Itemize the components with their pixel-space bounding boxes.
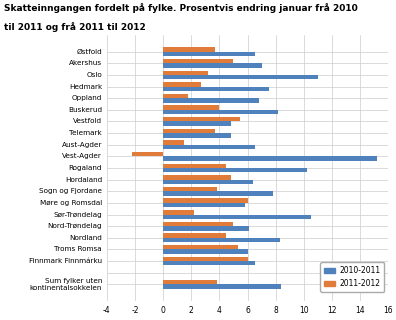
Bar [163,175,230,180]
Bar [163,140,184,145]
Bar [163,145,255,149]
Bar [163,249,248,254]
Bar [163,222,234,226]
Bar [163,47,215,52]
Bar [163,117,240,122]
Bar [163,122,230,126]
Bar [163,52,255,56]
Bar [132,152,163,156]
Bar [163,105,219,110]
Bar [163,198,248,203]
Bar [163,110,278,114]
Bar [163,257,248,261]
Bar [163,63,262,68]
Legend: 2010-2011, 2011-2012: 2010-2011, 2011-2012 [320,262,384,292]
Bar [163,98,259,103]
Bar [163,129,215,133]
Bar [163,214,311,219]
Text: Skatteinngangen fordelt på fylke. Prosentvis endring januar frå 2010: Skatteinngangen fordelt på fylke. Prosen… [4,3,358,13]
Bar [163,94,188,98]
Bar [163,203,245,207]
Bar [163,238,280,242]
Bar [163,210,194,214]
Text: til 2011 og frå 2011 til 2012: til 2011 og frå 2011 til 2012 [4,22,146,32]
Bar [163,82,201,87]
Bar [163,59,234,63]
Bar [163,87,268,91]
Bar [163,156,377,161]
Bar [163,261,255,266]
Bar [163,180,253,184]
Bar [163,280,217,284]
Bar [163,233,227,238]
Bar [163,168,307,172]
Bar [163,187,217,191]
Bar [163,133,230,138]
Bar [163,75,318,79]
Bar [163,191,273,196]
Bar [163,70,208,75]
Bar [163,284,281,289]
Bar [163,245,238,249]
Bar [163,226,249,231]
Bar [163,164,227,168]
